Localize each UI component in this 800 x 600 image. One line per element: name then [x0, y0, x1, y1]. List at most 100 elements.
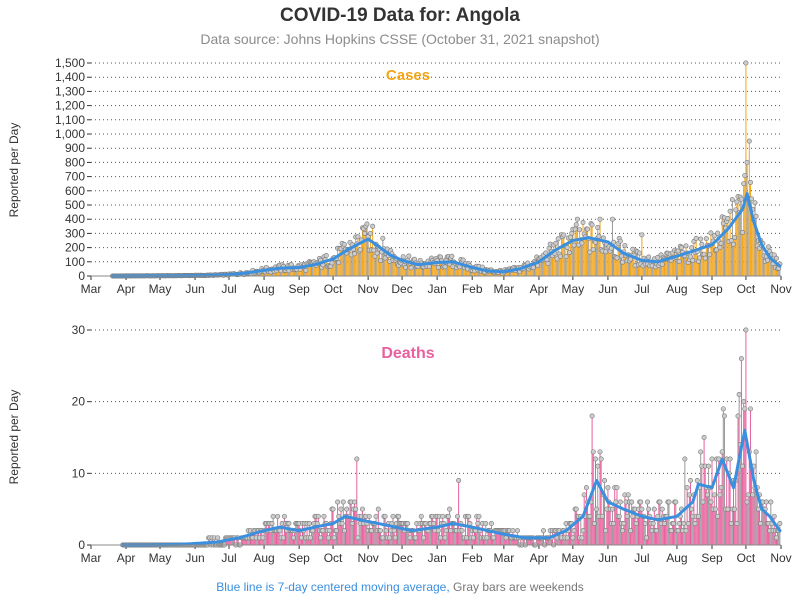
daily-marker	[620, 259, 626, 265]
daily-bar	[764, 261, 766, 276]
daily-bar	[291, 269, 293, 276]
daily-bar	[576, 219, 578, 276]
weekend-bar	[470, 270, 472, 276]
daily-marker	[270, 513, 276, 519]
x-tick-label: Apr	[530, 551, 549, 565]
daily-bar	[377, 509, 379, 545]
daily-marker	[378, 528, 384, 534]
daily-bar	[530, 537, 532, 545]
daily-bar	[419, 523, 421, 545]
daily-bar	[749, 408, 751, 545]
daily-marker	[617, 499, 623, 505]
weekend-bar	[399, 262, 401, 276]
weekend-bar	[367, 530, 369, 545]
weekend-bar	[501, 530, 503, 545]
daily-marker	[580, 219, 586, 225]
weekend-bar	[335, 258, 337, 276]
weekend-bar	[628, 260, 630, 276]
weekend-bar	[532, 537, 534, 545]
daily-bar	[616, 257, 618, 276]
y-tick-label: 1,300	[55, 84, 85, 98]
daily-marker	[764, 257, 770, 263]
daily-marker	[336, 260, 342, 266]
daily-bar	[404, 267, 406, 276]
weekend-bar	[565, 523, 567, 545]
daily-marker	[315, 513, 321, 519]
weekend-bar	[328, 537, 330, 545]
daily-bar	[587, 502, 589, 545]
daily-bar	[467, 269, 469, 276]
x-tick-label: Oct	[737, 282, 756, 296]
daily-bar	[283, 270, 285, 276]
daily-bar	[441, 523, 443, 545]
daily-bar	[772, 530, 774, 545]
daily-bar	[273, 530, 275, 545]
daily-bar	[720, 487, 722, 545]
x-tick-label: Jun	[598, 282, 617, 296]
daily-marker	[579, 240, 585, 246]
weekend-bar	[651, 265, 653, 276]
daily-bar	[579, 229, 581, 276]
daily-bar	[401, 523, 403, 545]
daily-bar	[546, 537, 548, 545]
daily-bar	[561, 537, 563, 545]
daily-marker	[655, 513, 661, 519]
daily-marker	[571, 528, 577, 534]
daily-bar	[584, 236, 586, 276]
daily-bar	[648, 509, 650, 545]
weekend-bar	[754, 487, 756, 545]
daily-marker	[693, 235, 699, 241]
daily-marker	[331, 535, 337, 541]
daily-bar	[744, 408, 746, 545]
daily-bar	[696, 251, 698, 276]
daily-bar	[492, 537, 494, 545]
weekend-bar	[398, 516, 400, 545]
daily-marker	[447, 506, 453, 512]
daily-bar	[265, 523, 267, 545]
daily-bar	[553, 244, 555, 276]
weekend-bar	[589, 516, 591, 545]
daily-bar	[292, 537, 294, 545]
daily-bar	[727, 509, 729, 545]
daily-bar	[314, 263, 316, 276]
weekend-bar	[406, 523, 408, 545]
weekend-bar	[738, 212, 740, 276]
daily-bar	[236, 537, 238, 545]
daily-bar	[402, 523, 404, 545]
daily-bar	[594, 459, 596, 545]
daily-marker	[725, 215, 731, 221]
weekend-bar	[383, 248, 385, 276]
daily-marker	[435, 528, 441, 534]
daily-bar	[650, 523, 652, 545]
daily-marker	[646, 254, 652, 260]
weekend-bar	[627, 494, 629, 545]
daily-bar	[701, 244, 703, 276]
daily-bar	[499, 530, 501, 545]
daily-marker	[571, 242, 577, 248]
daily-marker	[676, 520, 682, 526]
daily-marker	[306, 520, 312, 526]
daily-marker	[362, 230, 368, 236]
daily-marker	[734, 520, 740, 526]
daily-bar	[440, 537, 442, 545]
weekend-bar	[414, 537, 416, 545]
daily-marker	[717, 244, 723, 250]
x-tick-label: Jun	[598, 551, 617, 565]
daily-marker	[602, 477, 608, 483]
daily-bar	[678, 523, 680, 545]
weekend-bar	[287, 523, 289, 545]
cases-panel: 01002003004005006007008009001,0001,1001,…	[7, 56, 792, 296]
daily-marker	[690, 257, 696, 263]
daily-bar	[449, 263, 451, 276]
daily-bar	[593, 523, 595, 545]
daily-bar	[389, 537, 391, 545]
daily-marker	[639, 232, 645, 238]
weekend-bar	[588, 516, 590, 545]
daily-bar	[645, 537, 647, 545]
daily-bar	[726, 221, 728, 276]
weekend-bar	[668, 502, 670, 545]
daily-bar	[641, 234, 643, 276]
daily-marker	[659, 506, 665, 512]
x-tick-label: May	[149, 551, 172, 565]
daily-bar	[455, 530, 457, 545]
